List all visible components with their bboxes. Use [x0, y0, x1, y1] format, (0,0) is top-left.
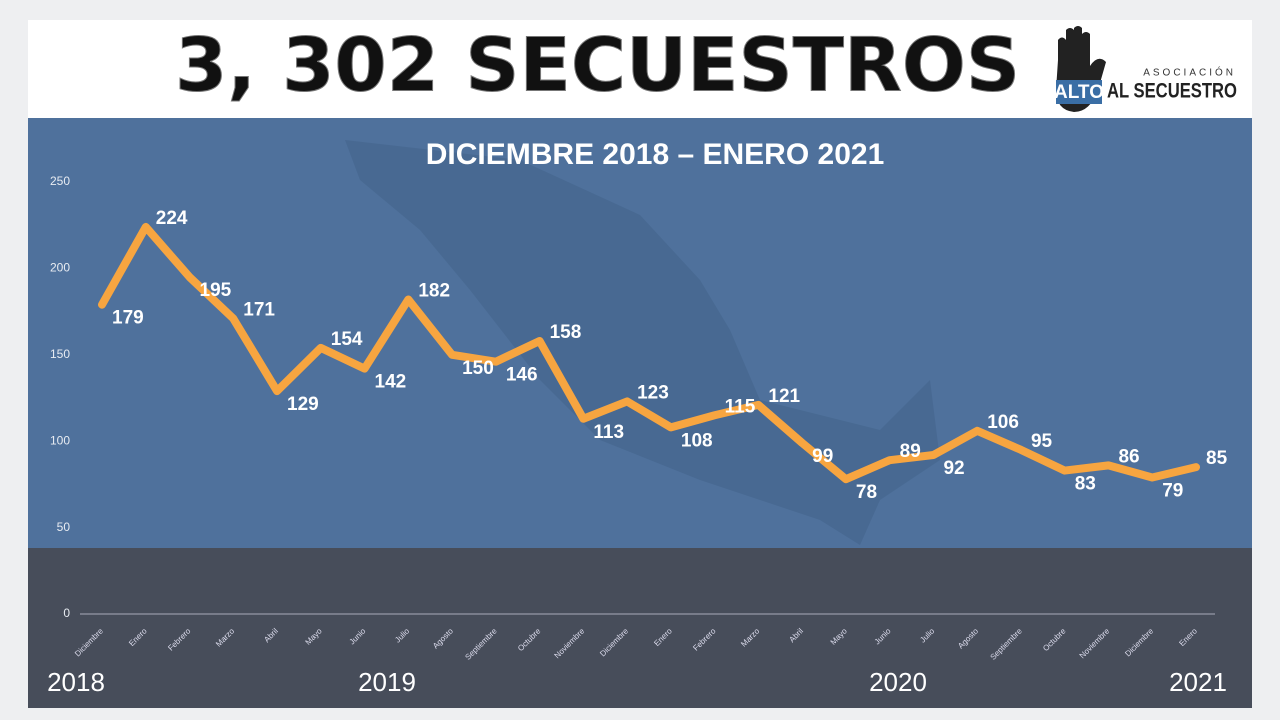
logo-top: ASOCIACIÓN: [1143, 66, 1236, 79]
logo-bottom: AL SECUESTRO: [1107, 80, 1237, 103]
map-silhouette: [345, 140, 940, 545]
y-tick-label: 150: [50, 347, 70, 361]
y-tick-label: 250: [50, 174, 70, 188]
data-label: 142: [375, 372, 407, 393]
data-label: 89: [900, 441, 921, 462]
chart-subtitle: DICIEMBRE 2018 – ENERO 2021: [426, 138, 885, 171]
data-label: 224: [156, 208, 188, 229]
data-label: 115: [725, 396, 756, 417]
data-label: 113: [593, 422, 624, 443]
data-label: 171: [243, 300, 275, 321]
data-label: 195: [200, 280, 232, 301]
data-label: 121: [768, 386, 800, 407]
data-label: 146: [506, 365, 538, 386]
logo-box: [1056, 80, 1102, 104]
data-label: 182: [418, 281, 450, 302]
data-label: 179: [112, 308, 144, 329]
data-label: 95: [1031, 431, 1053, 452]
data-label: 106: [987, 412, 1019, 433]
series-line: [98, 222, 1200, 484]
data-label: 99: [812, 446, 833, 467]
y-tick-label: 100: [50, 433, 70, 447]
header-band: [28, 20, 1252, 118]
year-label: 2021: [1169, 667, 1227, 697]
year-label: 2019: [358, 667, 416, 697]
data-label: 79: [1162, 481, 1183, 502]
data-label: 92: [943, 458, 964, 479]
y-tick-label: 0: [63, 606, 70, 620]
data-label: 86: [1118, 446, 1139, 467]
y-tick-label: 200: [50, 261, 70, 275]
data-label: 154: [331, 329, 363, 350]
logo-mid: ALTO: [1054, 82, 1104, 103]
logo: ASOCIACIÓN ALTO AL SECUESTRO: [1054, 26, 1237, 112]
year-label: 2018: [47, 667, 105, 697]
data-label: 150: [462, 358, 494, 379]
year-label: 2020: [869, 667, 927, 697]
data-label: 158: [550, 322, 582, 343]
chart-title: 3, 302 SECUESTROS: [175, 23, 1020, 109]
bottom-band: [28, 548, 1252, 708]
y-tick-label: 50: [57, 520, 71, 534]
data-label: 108: [681, 430, 713, 451]
data-label: 78: [856, 482, 877, 503]
data-label: 123: [637, 382, 669, 403]
data-label: 85: [1206, 448, 1228, 469]
data-label: 83: [1075, 474, 1096, 495]
data-label: 129: [287, 394, 319, 415]
